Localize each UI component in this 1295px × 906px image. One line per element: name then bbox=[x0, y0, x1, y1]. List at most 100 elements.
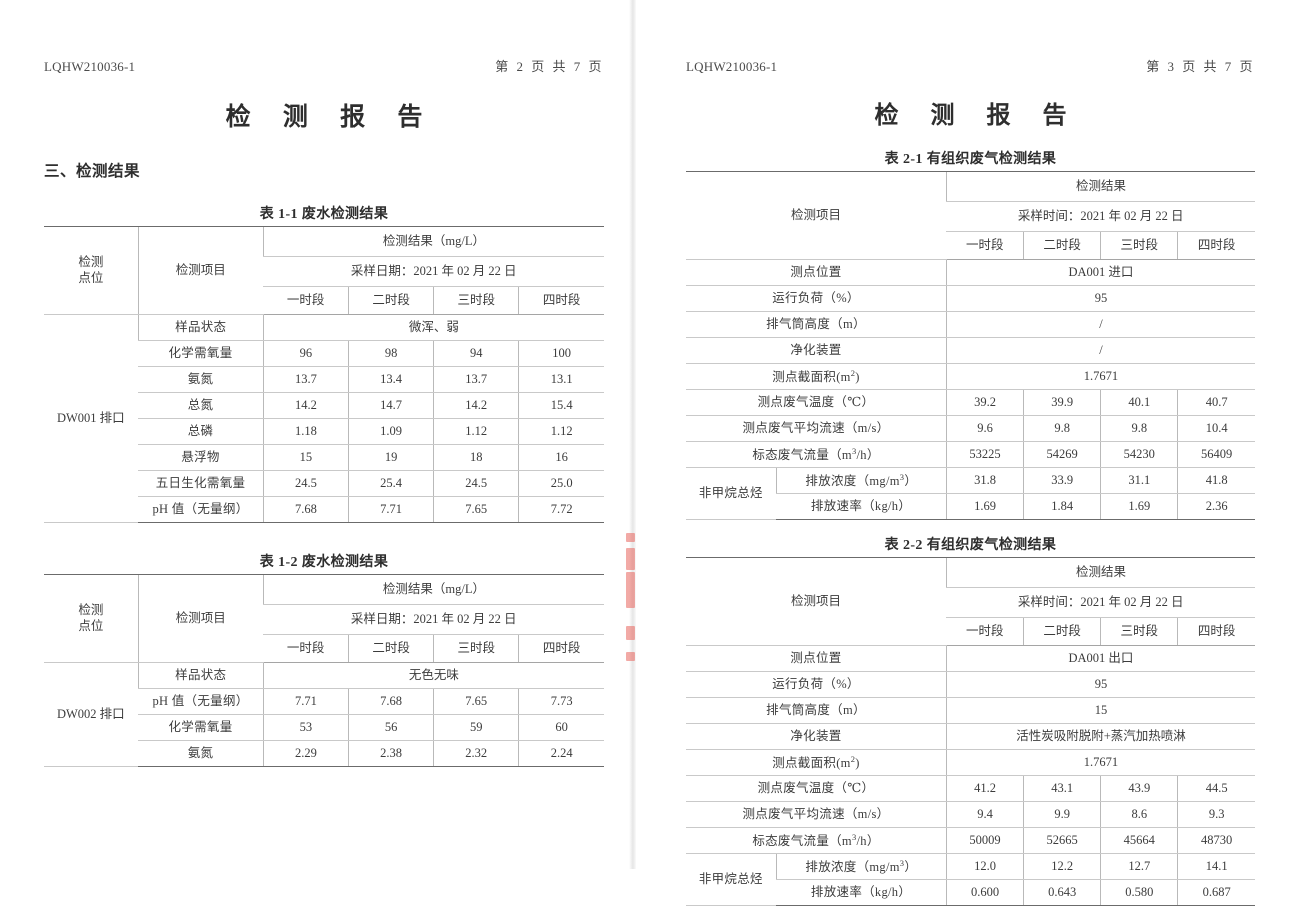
cell-value: 1.69 bbox=[1100, 493, 1178, 520]
cell-value: 12.0 bbox=[945, 853, 1024, 880]
cell-value: / bbox=[945, 311, 1255, 338]
cell-value: 15.4 bbox=[518, 392, 604, 419]
document-title: 检 测 报 告 bbox=[225, 104, 436, 131]
document-title: 检 测 报 告 bbox=[874, 103, 1080, 129]
cell-value: 9.8 bbox=[1023, 415, 1101, 442]
row-label: 排放速率（kg/h） bbox=[776, 493, 947, 520]
row-label: 测点废气温度（℃） bbox=[686, 775, 947, 802]
col-header-item: 检测项目 bbox=[137, 574, 264, 663]
row-label: 排放浓度（mg/m3） bbox=[775, 853, 947, 880]
cell-value: 13.7 bbox=[262, 366, 349, 393]
cell-value: 43.9 bbox=[1100, 775, 1178, 802]
row-label: 总磷 bbox=[138, 418, 264, 445]
cell-value: 2.36 bbox=[1177, 493, 1255, 520]
table-row: 排气筒高度（m） 15 bbox=[686, 697, 1255, 724]
cell-value: DA001 出口 bbox=[945, 645, 1255, 672]
cell-value: 41.8 bbox=[1177, 467, 1255, 494]
cell-value: 31.8 bbox=[945, 467, 1024, 494]
table-row: 氨氮 13.7 13.4 13.7 13.1 bbox=[44, 366, 604, 393]
period-header: 一时段 bbox=[946, 231, 1024, 260]
row-label: 运行负荷（%） bbox=[686, 671, 947, 698]
cell-value: 7.68 bbox=[347, 688, 434, 715]
cell-value: 40.7 bbox=[1177, 389, 1255, 416]
red-seal-fragment bbox=[626, 548, 635, 570]
cell-value: 40.1 bbox=[1100, 389, 1178, 416]
col-header-result: 检测结果（mg/L） bbox=[262, 574, 604, 605]
point-name-cell: DW001 排口 bbox=[44, 314, 139, 523]
report-code: LQHW210036-1 bbox=[44, 59, 136, 74]
table-row: 非甲烷总烃 排放浓度（mg/m3） 31.8 33.9 31.1 41.8 bbox=[686, 467, 1255, 520]
sampling-date: 采样日期：2021 年 02 月 22 日 bbox=[263, 604, 604, 635]
period-header: 二时段 bbox=[347, 634, 434, 663]
section-heading: 三、检测结果 bbox=[44, 163, 141, 180]
cell-value: 44.5 bbox=[1177, 775, 1255, 802]
period-header: 二时段 bbox=[1023, 617, 1101, 646]
row-label: 氨氮 bbox=[138, 740, 264, 767]
cell-value: 16 bbox=[518, 444, 604, 471]
cell-value: 53 bbox=[262, 714, 349, 741]
table-1-2-title: 表 1-2 废水检测结果 bbox=[259, 555, 389, 570]
page-2: LQHW210036-1 第 2 页 共 7 页 检 测 报 告 三、检测结果 … bbox=[0, 0, 648, 869]
row-label: 标态废气流量（m3/h） bbox=[686, 827, 947, 854]
row-label: 悬浮物 bbox=[138, 444, 264, 471]
cell-value: 31.1 bbox=[1100, 467, 1178, 494]
table-row: 排气筒高度（m） / bbox=[686, 311, 1255, 338]
table-row: 总磷 1.18 1.09 1.12 1.12 bbox=[44, 418, 604, 445]
row-label: 样品状态 bbox=[137, 314, 264, 341]
row-label: 测点废气温度（℃） bbox=[686, 389, 947, 416]
row-label: 排气筒高度（m） bbox=[686, 311, 947, 338]
row-label: 总氮 bbox=[138, 392, 264, 419]
page-3: LQHW210036-1 第 3 页 共 7 页 检 测 报 告 表 2-1 有… bbox=[648, 0, 1295, 906]
period-header: 三时段 bbox=[433, 634, 519, 663]
row-label: 氨氮 bbox=[138, 366, 264, 393]
cell-value: 39.9 bbox=[1023, 389, 1101, 416]
row-label: 标态废气流量（m3/h） bbox=[686, 441, 947, 468]
row-label: 样品状态 bbox=[137, 662, 264, 689]
cell-value: 18 bbox=[433, 444, 519, 471]
cell-value: 98 bbox=[347, 340, 434, 367]
period-header: 三时段 bbox=[433, 286, 519, 315]
cell-value: 14.2 bbox=[433, 392, 519, 419]
cell-value: 1.12 bbox=[433, 418, 519, 445]
row-label: 测点废气平均流速（m/s） bbox=[686, 415, 947, 442]
cell-value: 7.73 bbox=[518, 688, 604, 715]
table-row: 五日生化需氧量 24.5 25.4 24.5 25.0 bbox=[44, 470, 604, 497]
row-label: 测点截面积(m2) bbox=[686, 749, 947, 776]
cell-value: 9.8 bbox=[1100, 415, 1178, 442]
cell-value: 41.2 bbox=[945, 775, 1024, 802]
period-header: 一时段 bbox=[946, 617, 1024, 646]
row-label: 测点截面积(m2) bbox=[686, 363, 947, 390]
table-row: 测点废气温度（℃） 41.2 43.1 43.9 44.5 bbox=[686, 775, 1255, 802]
period-header: 四时段 bbox=[1177, 617, 1255, 646]
period-header: 三时段 bbox=[1100, 231, 1178, 260]
table-row: 标态废气流量（m3/h） 53225 54269 54230 56409 bbox=[686, 441, 1255, 468]
table-row: 总氮 14.2 14.7 14.2 15.4 bbox=[44, 392, 604, 419]
cell-value: 13.1 bbox=[518, 366, 604, 393]
table-2-1: 检测项目 检测结果 采样时间：2021 年 02 月 22 日 一时段 二时段 … bbox=[686, 171, 1255, 520]
cell-value: 2.38 bbox=[347, 740, 434, 767]
table-row: 测点截面积(m2) 1.7671 bbox=[686, 749, 1255, 776]
table-row: 净化装置 活性炭吸附脱附+蒸汽加热喷淋 bbox=[686, 723, 1255, 750]
table-row: 测点截面积(m2) 1.7671 bbox=[686, 363, 1255, 390]
table-row: 测点废气平均流速（m/s） 9.4 9.9 8.6 9.3 bbox=[686, 801, 1255, 828]
red-seal-fragment bbox=[626, 533, 635, 542]
point-name-cell: DW002 排口 bbox=[44, 662, 139, 767]
table-row: 氨氮 2.29 2.38 2.32 2.24 bbox=[44, 740, 604, 767]
cell-value: 24.5 bbox=[433, 470, 519, 497]
cell-value: 19 bbox=[347, 444, 434, 471]
cell-value: 2.24 bbox=[518, 740, 604, 767]
table-2-2-title: 表 2-2 有组织废气检测结果 bbox=[884, 538, 1057, 553]
col-header-point: 检测 点位 bbox=[44, 574, 139, 663]
table-1-1-title: 表 1-1 废水检测结果 bbox=[259, 207, 389, 222]
row-label: 净化装置 bbox=[686, 337, 947, 364]
cell-value: / bbox=[945, 337, 1255, 364]
row-label: 运行负荷（%） bbox=[686, 285, 947, 312]
period-header: 四时段 bbox=[1177, 231, 1255, 260]
cell-value: 54230 bbox=[1100, 441, 1178, 468]
row-label: 测点位置 bbox=[686, 645, 947, 672]
cell-value: 52665 bbox=[1023, 827, 1101, 854]
row-label: 测点废气平均流速（m/s） bbox=[686, 801, 947, 828]
cell-value: 1.12 bbox=[518, 418, 604, 445]
cell-value: 25.4 bbox=[347, 470, 434, 497]
